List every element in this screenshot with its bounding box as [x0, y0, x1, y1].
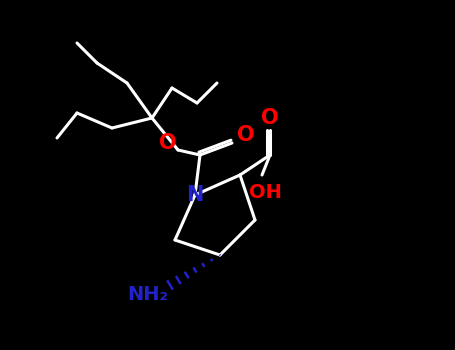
Text: O: O — [261, 108, 279, 128]
Text: O: O — [159, 133, 177, 153]
Text: O: O — [237, 125, 255, 145]
Text: N: N — [186, 185, 204, 205]
Text: NH₂: NH₂ — [127, 286, 168, 304]
Text: OH: OH — [248, 182, 282, 202]
